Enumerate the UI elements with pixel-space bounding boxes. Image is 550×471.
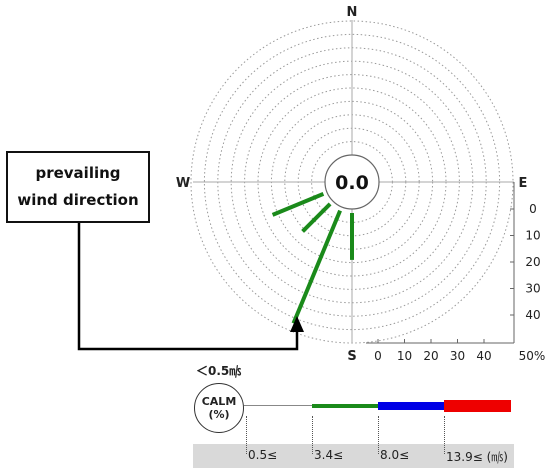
wind-petals [271, 192, 354, 325]
max-percent-label: 50% [519, 349, 546, 363]
callout-line-2: wind direction [17, 191, 139, 209]
bin-divider-4 [444, 416, 445, 454]
calm-label: CALM [201, 395, 237, 408]
radial-tick-20: 20 [525, 255, 540, 269]
west-label: W [176, 176, 190, 191]
calm-threshold-label: ＜0.5㎧ [196, 364, 242, 378]
calm-unit: (%) [208, 408, 230, 421]
wind-petal-3 [271, 192, 325, 217]
radial-tick-0: 0 [529, 202, 537, 216]
legend-bar-blue [378, 402, 444, 410]
east-label: E [519, 176, 528, 191]
legend-lowest-bin-line [244, 405, 312, 406]
speed-bin-label-4: 13.9≤ (㎧) [446, 450, 508, 464]
bin-divider-3 [378, 416, 379, 454]
wind-petal-1 [291, 209, 342, 325]
x-tick-30: 30 [450, 349, 465, 363]
calm-legend-circle: CALM (%) [194, 383, 244, 433]
x-tick-0: 0 [374, 349, 382, 363]
legend-bar-green [312, 404, 378, 408]
prevailing-wind-callout: prevailing wind direction [6, 151, 150, 223]
south-label: S [347, 349, 356, 364]
calm-value: 0.0 [335, 172, 369, 194]
callout-arrowhead [290, 316, 304, 332]
bin-divider-1 [246, 416, 247, 454]
calm-circle-center [324, 154, 380, 210]
speed-bin-label-1: 0.5≤ [248, 448, 278, 462]
radial-tick-10: 10 [525, 229, 540, 243]
wind-petal-2 [301, 202, 332, 233]
radial-tick-40: 40 [525, 308, 540, 322]
legend-bar-red [444, 400, 511, 412]
radial-scale-ticks: 0 10 20 30 40 [510, 202, 541, 322]
x-scale-ticks: 0 10 20 30 40 [374, 339, 492, 363]
speed-bin-label-2: 3.4≤ [314, 448, 344, 462]
x-tick-40: 40 [476, 349, 491, 363]
north-label: N [347, 5, 358, 20]
x-tick-10: 10 [397, 349, 412, 363]
callout-connector [77, 222, 299, 351]
radial-tick-30: 30 [525, 282, 540, 296]
callout-line-1: prevailing [35, 164, 121, 182]
bin-divider-2 [312, 416, 313, 454]
speed-bin-label-3: 8.0≤ [380, 448, 410, 462]
x-tick-20: 20 [423, 349, 438, 363]
